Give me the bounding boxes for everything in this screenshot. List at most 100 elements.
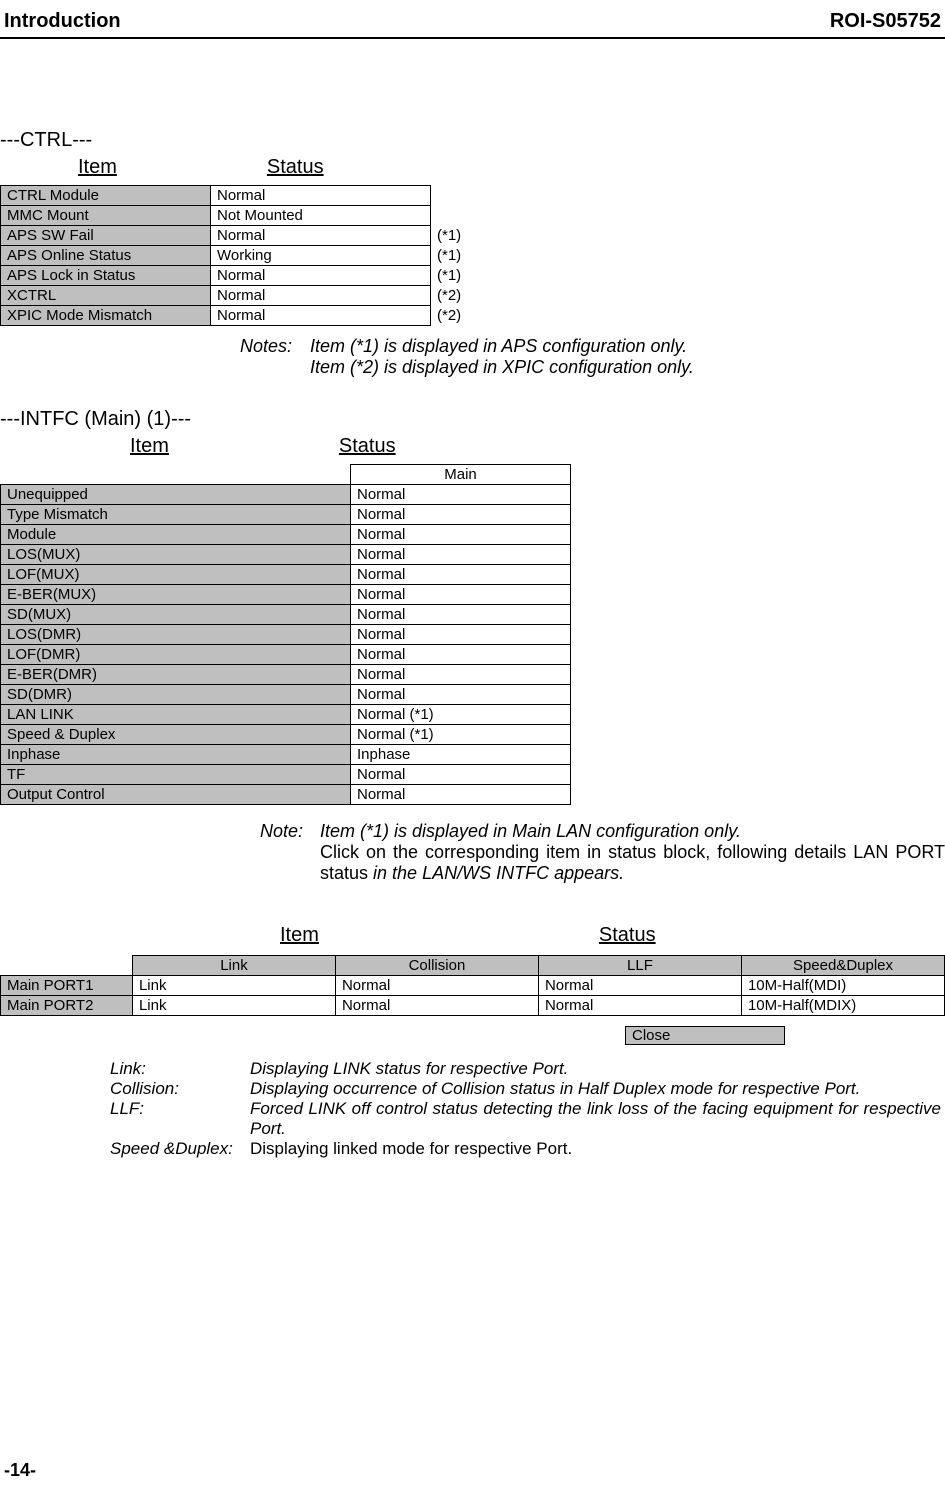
def-term: Collision:	[110, 1079, 250, 1099]
ctrl-item: APS SW Fail	[1, 226, 211, 246]
intfc-status: Normal	[351, 685, 571, 705]
ctrl-status: Working	[211, 246, 431, 266]
intfc-item-label: Item	[130, 435, 169, 458]
intfc-status: Normal	[351, 625, 571, 645]
intfc-status-label: Status	[339, 435, 396, 458]
blank-cell	[1, 956, 133, 976]
def-text: Displaying occurrence of Collision statu…	[250, 1079, 941, 1099]
close-button[interactable]: Close	[625, 1026, 785, 1045]
intfc-item: E-BER(DMR)	[1, 665, 351, 685]
ctrl-item: XCTRL	[1, 286, 211, 306]
intfc-status: Normal	[351, 545, 571, 565]
table-row: Type MismatchNormal	[1, 505, 571, 525]
def-text: Forced LINK off control status detecting…	[250, 1099, 941, 1139]
intfc-item: SD(MUX)	[1, 605, 351, 625]
ctrl-item: APS Online Status	[1, 246, 211, 266]
intfc-item: SD(DMR)	[1, 685, 351, 705]
def-row: Speed &Duplex: Displaying linked mode fo…	[110, 1139, 941, 1159]
ctrl-note: (*1)	[431, 266, 471, 286]
table-row: LAN LINKNormal (*1)	[1, 705, 571, 725]
intfc-item: LAN LINK	[1, 705, 351, 725]
def-row: Link: Displaying LINK status for respect…	[110, 1059, 941, 1079]
table-row: APS Online Status Working (*1)	[1, 246, 471, 266]
ctrl-item: CTRL Module	[1, 186, 211, 206]
ctrl-item: APS Lock in Status	[1, 266, 211, 286]
intfc-item: Output Control	[1, 785, 351, 805]
intfc-status: Normal	[351, 525, 571, 545]
intfc-status: Normal	[351, 665, 571, 685]
ctrl-status: Normal	[211, 186, 431, 206]
ctrl-itemstatus-row: Item Status	[0, 156, 945, 179]
intfc-status: Normal	[351, 485, 571, 505]
def-row: LLF: Forced LINK off control status dete…	[110, 1099, 941, 1139]
note-line: Click on the corresponding item in statu…	[320, 842, 945, 884]
table-row: SD(MUX)Normal	[1, 605, 571, 625]
def-term: Link:	[110, 1059, 250, 1079]
intfc-status: Normal	[351, 765, 571, 785]
lan-sd: 10M-Half(MDI)	[741, 976, 944, 996]
ctrl-status-label: Status	[267, 156, 324, 179]
ctrl-status: Normal	[211, 306, 431, 326]
def-text: Displaying LINK status for respective Po…	[250, 1059, 941, 1079]
table-row: CTRL Module Normal	[1, 186, 471, 206]
intfc-item: TF	[1, 765, 351, 785]
intfc-item: Inphase	[1, 745, 351, 765]
table-row: LOF(DMR)Normal	[1, 645, 571, 665]
lan-link: Link	[132, 976, 335, 996]
lan-sd: 10M-Half(MDIX)	[741, 996, 944, 1016]
ctrl-note: (*2)	[431, 286, 471, 306]
intfc-status: Normal	[351, 505, 571, 525]
table-row: Speed & DuplexNormal (*1)	[1, 725, 571, 745]
intfc-item: Speed & Duplex	[1, 725, 351, 745]
table-row: Output ControlNormal	[1, 785, 571, 805]
table-row: InphaseInphase	[1, 745, 571, 765]
table-row: TFNormal	[1, 765, 571, 785]
ctrl-section-title: ---CTRL---	[0, 129, 945, 152]
lan-link: Link	[132, 996, 335, 1016]
table-row: Link Collision LLF Speed&Duplex	[1, 956, 945, 976]
intfc-itemstatus-row: Item Status	[0, 435, 945, 458]
definitions: Link: Displaying LINK status for respect…	[110, 1059, 941, 1159]
def-text: Displaying linked mode for respective Po…	[250, 1139, 941, 1159]
intfc-status: Normal (*1)	[351, 725, 571, 745]
note-line-part: in the LAN/WS INTFC appears.	[373, 863, 624, 883]
intfc-item: Module	[1, 525, 351, 545]
note-line: Item (*1) is displayed in Main LAN confi…	[320, 821, 945, 842]
lan-status-label: Status	[599, 924, 656, 947]
header-right: ROI-S05752	[830, 10, 941, 33]
ctrl-table: CTRL Module Normal MMC Mount Not Mounted…	[0, 185, 471, 326]
intfc-item: LOF(MUX)	[1, 565, 351, 585]
table-row: ModuleNormal	[1, 525, 571, 545]
def-term: LLF:	[110, 1099, 250, 1139]
lan-port: Main PORT2	[1, 996, 133, 1016]
table-row: LOS(DMR)Normal	[1, 625, 571, 645]
lan-col-collision: Collision	[335, 956, 538, 976]
intfc-item: LOS(DMR)	[1, 625, 351, 645]
lan-item-label: Item	[280, 924, 319, 947]
intfc-item: LOS(MUX)	[1, 545, 351, 565]
intfc-item: E-BER(MUX)	[1, 585, 351, 605]
ctrl-item-label: Item	[78, 156, 117, 179]
table-row: Main PORT2 Link Normal Normal 10M-Half(M…	[1, 996, 945, 1016]
intfc-status: Normal	[351, 585, 571, 605]
def-term: Speed &Duplex:	[110, 1139, 250, 1159]
ctrl-item: XPIC Mode Mismatch	[1, 306, 211, 326]
ctrl-status: Normal	[211, 226, 431, 246]
lan-collision: Normal	[335, 996, 538, 1016]
intfc-note: Note: Item (*1) is displayed in Main LAN…	[260, 821, 945, 884]
intfc-item: LOF(DMR)	[1, 645, 351, 665]
ctrl-status: Normal	[211, 266, 431, 286]
intfc-status: Normal	[351, 605, 571, 625]
lan-table: Link Collision LLF Speed&Duplex Main POR…	[0, 955, 945, 1016]
ctrl-note	[431, 186, 471, 206]
table-row: Main PORT1 Link Normal Normal 10M-Half(M…	[1, 976, 945, 996]
lan-collision: Normal	[335, 976, 538, 996]
notes-label: Notes:	[240, 336, 310, 378]
def-row: Collision: Displaying occurrence of Coll…	[110, 1079, 941, 1099]
intfc-status: Normal	[351, 645, 571, 665]
page-header: Introduction ROI-S05752	[0, 10, 945, 39]
ctrl-note: (*2)	[431, 306, 471, 326]
ctrl-item: MMC Mount	[1, 206, 211, 226]
intfc-item: Type Mismatch	[1, 505, 351, 525]
table-row: LOS(MUX)Normal	[1, 545, 571, 565]
